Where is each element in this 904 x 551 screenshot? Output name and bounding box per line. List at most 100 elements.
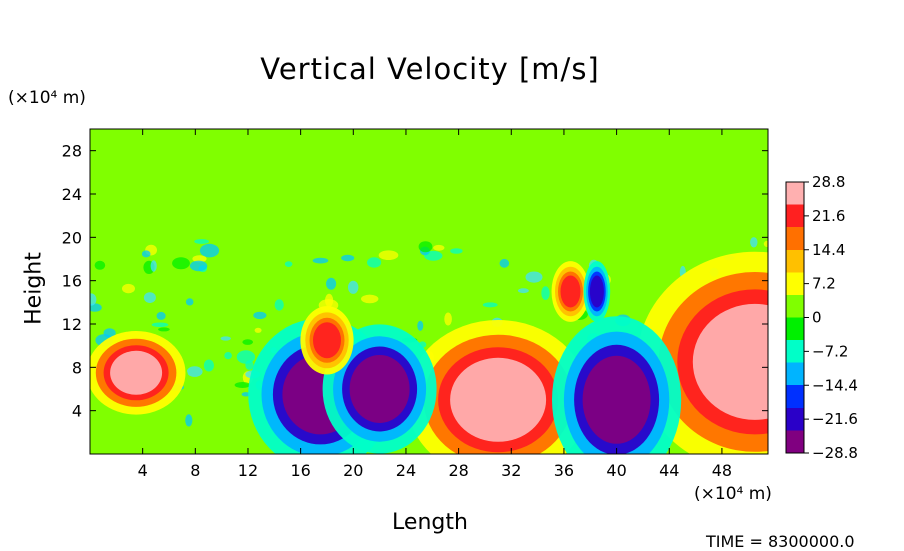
x-tick-label: 12	[238, 461, 258, 480]
x-tick-label: 48	[712, 461, 732, 480]
turbulence-cell	[241, 392, 250, 397]
x-axis-unit: (×10⁴ m)	[694, 484, 772, 504]
feature-downdraft	[583, 261, 611, 322]
turbulence-cell	[482, 302, 498, 308]
feature-contour	[560, 275, 581, 308]
feature-updraft	[90, 331, 186, 415]
turbulence-cell	[348, 280, 359, 294]
turbulence-cell	[94, 260, 106, 270]
turbulence-cell	[185, 298, 194, 306]
feature-downdraft	[552, 316, 682, 454]
turbulence-cell	[90, 303, 102, 312]
turbulence-cell	[340, 265, 352, 273]
x-tick-label: 4	[138, 461, 148, 480]
turbulence-cell	[341, 254, 355, 262]
turbulence-cell	[444, 312, 452, 326]
feature-updraft	[637, 251, 768, 454]
x-tick-label: 8	[190, 461, 200, 480]
colorbar-ticks: 28.8 21.6 14.4 7.2 0 −7.2 −14.4 −21.6 −28.8	[804, 173, 858, 462]
turbulence-cell	[326, 277, 337, 290]
turbulence-cell	[276, 235, 289, 247]
plot-frame	[89, 128, 769, 455]
feature-contour	[589, 275, 604, 308]
turbulence-cell	[450, 248, 463, 254]
turbulence-cell	[517, 288, 529, 294]
feature-updraft	[406, 320, 590, 454]
y-tick-label: 28	[62, 142, 82, 161]
feature-contour	[692, 303, 768, 420]
feature-downdraft	[322, 324, 437, 454]
y-tick-label: 16	[62, 272, 82, 291]
x-tick-label: 16	[290, 461, 310, 480]
turbulence-cell	[192, 255, 207, 263]
turbulence-cell	[220, 336, 231, 341]
turbulence-cell	[203, 359, 214, 372]
colorbar-tick-label: 0	[812, 309, 822, 327]
turbulence-cell	[158, 327, 170, 332]
turbulence-cell	[185, 414, 193, 427]
turbulence-cell	[378, 250, 399, 260]
plot-area	[89, 128, 769, 455]
colorbar-tick-label: 14.4	[812, 241, 845, 259]
feature-layer	[90, 251, 768, 454]
turbulence-cell	[361, 294, 379, 304]
colorbar-tick-label: 21.6	[812, 207, 845, 225]
turbulence-cell	[189, 260, 208, 272]
y-tick-label: 20	[62, 228, 82, 247]
turbulence-cell	[418, 241, 433, 253]
turbulence-cell	[284, 261, 293, 267]
turbulence-cell	[194, 239, 210, 244]
x-axis-ticks: 4 8 12 16 20 24 28 32 36 40 44 48	[138, 129, 732, 480]
turbulence-cell	[564, 241, 575, 247]
turbulence-cell	[750, 237, 758, 248]
y-tick-label: 12	[62, 315, 82, 334]
feature-contour	[349, 355, 410, 423]
colorbar-tick-label: −7.2	[812, 342, 848, 360]
colorbar-tick-label: 28.8	[812, 173, 845, 191]
turbulence-cell	[172, 257, 190, 270]
y-tick-label: 8	[72, 358, 82, 377]
turbulence-cell	[292, 281, 307, 291]
y-tick-label: 24	[62, 185, 82, 204]
x-tick-label: 40	[606, 461, 626, 480]
turbulence-cell	[460, 242, 472, 250]
x-tick-label: 32	[501, 461, 521, 480]
turbulence-cell	[234, 382, 251, 388]
colorbar: 28.8 21.6 14.4 7.2 0 −7.2 −14.4 −21.6 −28.8	[785, 173, 858, 462]
x-tick-label: 36	[554, 461, 574, 480]
turbulence-cell	[186, 366, 203, 377]
y-tick-label: 4	[72, 402, 82, 421]
colorbar-tick-label: −21.6	[812, 410, 858, 428]
turbulence-cell	[312, 257, 329, 264]
turbulence-cell	[141, 250, 151, 258]
turbulence-cell	[763, 240, 768, 247]
y-axis-unit: (×10⁴ m)	[8, 88, 86, 108]
colorbar-tick-label: 7.2	[812, 275, 836, 293]
x-tick-label: 44	[659, 461, 679, 480]
turbulence-cell	[236, 350, 256, 364]
turbulence-cell	[433, 244, 445, 251]
x-tick-label: 20	[343, 461, 363, 480]
feature-contour	[313, 322, 341, 359]
turbulence-cell	[525, 271, 543, 283]
turbulence-cell	[417, 320, 424, 331]
colorbar-tick-label: −28.8	[812, 444, 858, 462]
x-axis-label: Length	[392, 510, 468, 535]
feature-updraft	[551, 261, 590, 322]
turbulence-cell	[90, 293, 97, 306]
turbulence-cell	[242, 339, 253, 345]
turbulence-cell	[254, 327, 262, 333]
turbulence-cell	[541, 286, 550, 300]
turbulence-cell	[151, 322, 169, 328]
turbulence-cell	[530, 239, 537, 246]
colorbar-bar	[785, 181, 805, 454]
x-tick-label: 24	[396, 461, 416, 480]
turbulence-cell	[122, 283, 135, 294]
turbulence-cell	[274, 299, 284, 311]
x-tick-label: 28	[448, 461, 468, 480]
turbulence-cell	[143, 292, 156, 303]
turbulence-cell	[103, 328, 116, 338]
feature-contour	[582, 355, 651, 444]
turbulence-cell	[199, 243, 220, 258]
